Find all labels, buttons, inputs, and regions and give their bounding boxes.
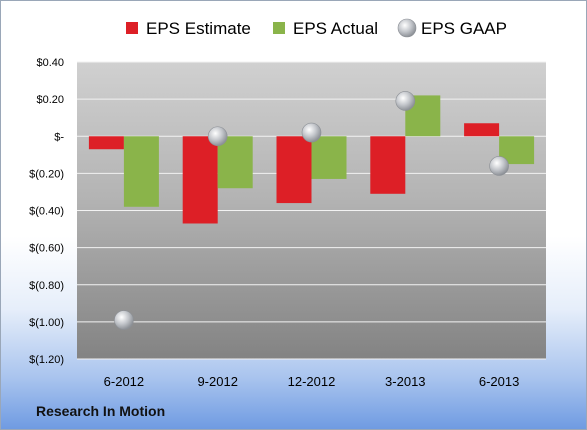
y-tick-label: $0.20 [36,94,64,106]
y-tick-label: $(1.00) [29,317,64,329]
eps-gaap-marker [395,91,416,111]
eps-gaap-marker [207,126,228,147]
legend-label: EPS Estimate [146,19,251,38]
y-tick-label: $(1.20) [29,354,64,366]
eps-actual-bar [311,136,347,179]
eps-gaap-marker [301,122,322,143]
y-tick-label: $(0.60) [29,243,64,255]
company-label: Research In Motion [36,403,166,419]
eps-estimate-bar [88,136,124,150]
y-tick-label: $(0.40) [29,206,64,218]
eps-estimate-bar [370,136,406,194]
y-tick-label: $(0.80) [29,280,64,292]
legend-label: EPS Actual [293,19,378,38]
legend-swatch [126,22,138,34]
legend-label: EPS GAAP [421,19,507,38]
x-tick-label: 12-2012 [288,374,336,389]
x-tick-label: 6-2013 [479,374,519,389]
x-tick-label: 3-2013 [385,374,425,389]
eps-estimate-bar [182,136,218,224]
eps-actual-bar [217,136,253,189]
y-tick-label: $0.40 [36,57,64,69]
legend-swatch [397,18,417,38]
x-tick-label: 6-2012 [104,374,144,389]
x-tick-label: 9-2012 [197,374,237,389]
y-tick-label: $(0.20) [29,168,64,180]
legend-swatch [273,22,285,34]
eps-gaap-marker [489,156,509,176]
eps-estimate-bar [276,136,312,204]
eps-actual-bar [123,136,159,207]
eps-estimate-bar [464,123,500,137]
eps-gaap-marker [114,310,134,330]
y-tick-label: $- [54,131,64,143]
